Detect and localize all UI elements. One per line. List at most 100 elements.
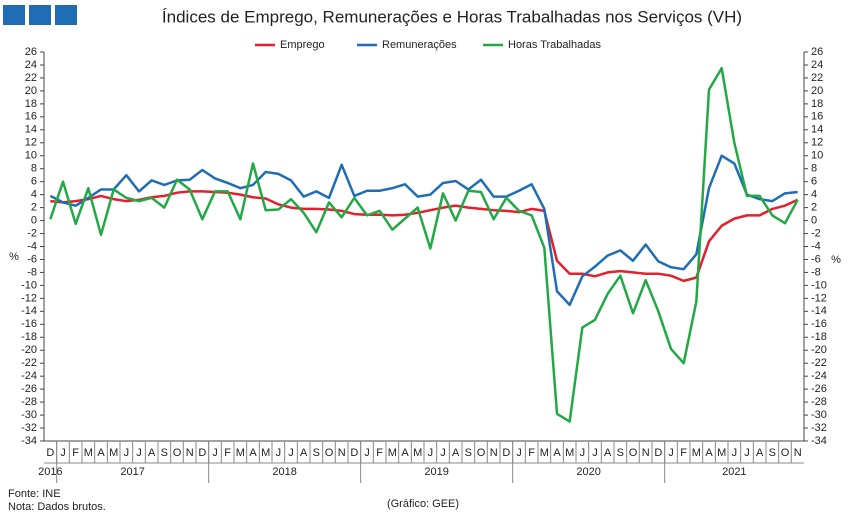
- y2-tick-label: -22: [811, 357, 827, 369]
- x-tick-label: M: [717, 447, 726, 459]
- y-tick-label: 26: [25, 46, 37, 58]
- y2-tick-label: 10: [811, 150, 823, 162]
- x-tick-label: O: [477, 447, 486, 459]
- x-tick-label: S: [161, 447, 168, 459]
- y2-tick-label: -32: [811, 422, 827, 434]
- y-tick-label: -8: [27, 266, 37, 278]
- x-tick-label: A: [148, 447, 156, 459]
- x-tick-label: S: [617, 447, 624, 459]
- y2-tick-label: -2: [811, 227, 821, 239]
- y-tick-label: -28: [21, 396, 37, 408]
- y2-tick-label: -16: [811, 318, 827, 330]
- series-line: [49, 154, 798, 307]
- y-tick-label: -18: [21, 331, 37, 343]
- x-tick-label: A: [452, 447, 460, 459]
- x-tick-label: J: [212, 447, 218, 459]
- y-tick-label: 4: [31, 189, 37, 201]
- y-tick-label: 18: [25, 98, 37, 110]
- y2-tick-label: 22: [811, 72, 823, 84]
- y-tick-label: 8: [31, 163, 37, 175]
- year-label: 2017: [120, 466, 144, 478]
- y2-tick-label: 4: [811, 189, 817, 201]
- year-label: 2020: [576, 466, 600, 478]
- x-tick-label: D: [198, 447, 206, 459]
- x-tick-label: N: [642, 447, 650, 459]
- y-tick-label: -10: [21, 279, 37, 291]
- source: Fonte: INE: [8, 488, 61, 500]
- x-tick-label: D: [654, 447, 662, 459]
- y-tick-label: -12: [21, 292, 37, 304]
- y2-tick-label: 6: [811, 176, 817, 188]
- y2-tick-label: -28: [811, 396, 827, 408]
- y-tick-label: 20: [25, 85, 37, 97]
- year-label: 2018: [272, 466, 296, 478]
- x-tick-label: M: [565, 447, 574, 459]
- x-tick-label: S: [769, 447, 776, 459]
- y2-tick-label: 24: [811, 59, 823, 71]
- legend-label: Horas Trabalhadas: [508, 39, 601, 51]
- y2-tick-label: 14: [811, 124, 823, 136]
- x-tick-label: J: [276, 447, 282, 459]
- x-tick-label: N: [338, 447, 346, 459]
- y2-tick-label: -10: [811, 279, 827, 291]
- year-label: 2016: [38, 466, 62, 478]
- y-tick-label: 2: [31, 202, 37, 214]
- x-tick-label: J: [124, 447, 130, 459]
- y-tick-label: 22: [25, 72, 37, 84]
- x-tick-label: M: [84, 447, 93, 459]
- y-tick-label: -32: [21, 422, 37, 434]
- x-tick-label: O: [781, 447, 790, 459]
- x-tick-label: F: [528, 447, 535, 459]
- y2-tick-label: -4: [811, 240, 821, 252]
- y2-tick-label: 16: [811, 111, 823, 123]
- y-tick-label: -16: [21, 318, 37, 330]
- x-tick-label: J: [364, 447, 370, 459]
- logo-block: [55, 5, 77, 25]
- x-tick-label: J: [744, 447, 750, 459]
- y2-tick-label: 18: [811, 98, 823, 110]
- credit: (Gráfico: GEE): [387, 498, 459, 510]
- x-tick-label: F: [680, 447, 687, 459]
- chart-title: Índices de Emprego, Remunerações e Horas…: [162, 7, 742, 26]
- y2-tick-label: -20: [811, 344, 827, 356]
- x-tick-label: M: [236, 447, 245, 459]
- y-tick-label: 10: [25, 150, 37, 162]
- legend-label: Remunerações: [382, 39, 457, 51]
- x-tick-label: N: [490, 447, 498, 459]
- y-tick-label: 14: [25, 124, 37, 136]
- x-tick-label: J: [592, 447, 598, 459]
- y2-tick-label: -24: [811, 370, 827, 382]
- series-line: [49, 66, 799, 423]
- x-tick-label: M: [109, 447, 118, 459]
- y2-tick-label: -12: [811, 292, 827, 304]
- x-tick-label: J: [136, 447, 142, 459]
- x-tick-label: D: [46, 447, 54, 459]
- y2-axis-label: %: [831, 254, 841, 266]
- x-tick-label: D: [502, 447, 510, 459]
- y-tick-label: 24: [25, 59, 37, 71]
- y-tick-label: 0: [31, 214, 37, 226]
- x-tick-label: O: [173, 447, 182, 459]
- y-tick-label: 16: [25, 111, 37, 123]
- note: Nota: Dados brutos.: [8, 501, 106, 513]
- x-tick-label: A: [553, 447, 561, 459]
- x-tick-label: M: [261, 447, 270, 459]
- y-tick-label: -22: [21, 357, 37, 369]
- y-tick-label: 12: [25, 137, 37, 149]
- x-tick-label: M: [692, 447, 701, 459]
- y2-tick-label: -26: [811, 383, 827, 395]
- year-label: 2021: [722, 466, 746, 478]
- y2-tick-label: -8: [811, 266, 821, 278]
- x-tick-label: M: [388, 447, 397, 459]
- x-tick-label: N: [186, 447, 194, 459]
- y2-tick-label: -18: [811, 331, 827, 343]
- x-tick-label: N: [794, 447, 802, 459]
- series-line: [50, 190, 799, 283]
- y-tick-label: -30: [21, 409, 37, 421]
- x-tick-label: J: [516, 447, 522, 459]
- year-label: 2019: [424, 466, 448, 478]
- x-tick-label: J: [288, 447, 294, 459]
- y-tick-label: -34: [21, 435, 37, 447]
- y-tick-label: -20: [21, 344, 37, 356]
- y-tick-label: -2: [27, 227, 37, 239]
